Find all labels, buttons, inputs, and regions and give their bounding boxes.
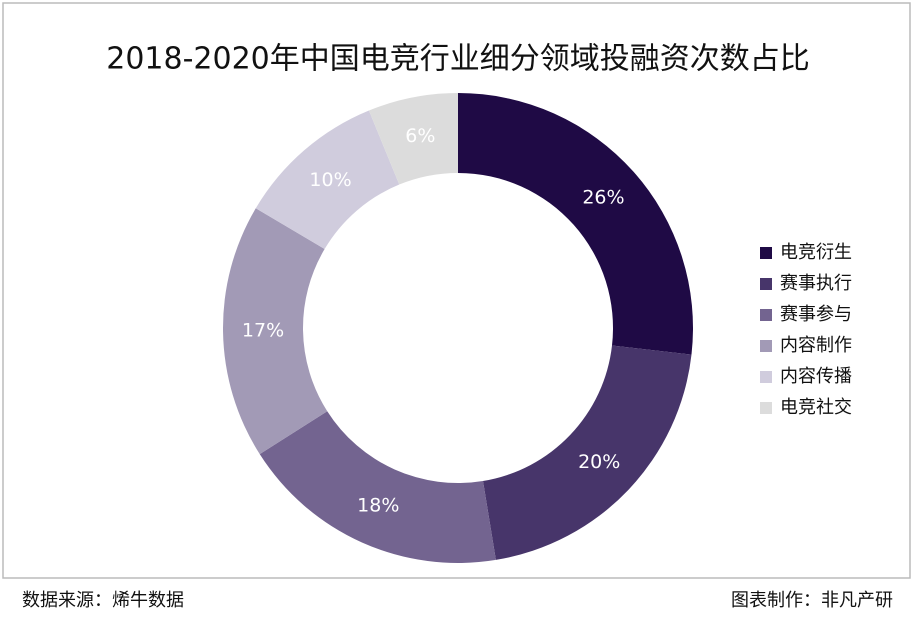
source-note: 数据来源：烯牛数据 (22, 590, 184, 611)
legend-label: 电竞社交 (780, 397, 852, 418)
legend-label: 电竞衍生 (780, 242, 852, 263)
credit-note: 图表制作：非凡产研 (731, 590, 893, 611)
donut-slice (259, 411, 496, 563)
legend-label: 赛事执行 (780, 273, 852, 294)
legend-swatch (760, 402, 772, 414)
legend-swatch (760, 278, 772, 290)
donut-slice (223, 208, 328, 455)
data-label: 6% (405, 125, 435, 147)
chart-title: 2018-2020年中国电竞行业细分领域投融资次数占比 (106, 42, 810, 77)
legend-label: 内容传播 (780, 366, 852, 387)
data-label: 18% (357, 494, 399, 516)
donut-slice (368, 93, 458, 185)
donut-slice (255, 110, 400, 250)
legend-label: 内容制作 (780, 335, 852, 356)
data-label: 10% (309, 169, 351, 191)
legend-swatch (760, 371, 772, 383)
data-label: 26% (582, 187, 624, 209)
legend-swatch (760, 340, 772, 352)
data-label: 20% (578, 451, 620, 473)
donut-slice (482, 345, 692, 560)
legend-swatch (760, 309, 772, 321)
donut-slice (458, 93, 693, 355)
legend-swatch (760, 247, 772, 259)
legend-label: 赛事参与 (780, 304, 852, 325)
data-label: 17% (242, 320, 284, 342)
